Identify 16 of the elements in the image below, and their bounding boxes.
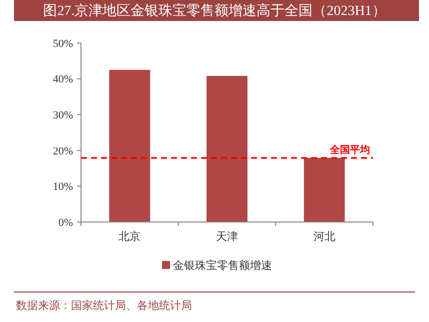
x-tick-label: 河北 bbox=[313, 230, 336, 243]
y-tick-label: 50% bbox=[52, 38, 73, 50]
source-note: 数据来源：国家统计局、各地统计局 bbox=[16, 299, 192, 312]
x-tick-label: 北京 bbox=[118, 230, 141, 243]
bar bbox=[109, 70, 150, 222]
y-tick-label: 30% bbox=[52, 109, 73, 122]
y-tick-label: 20% bbox=[52, 145, 73, 158]
legend-label: 金银珠宝零售额增速 bbox=[173, 259, 272, 272]
chart-title: 图27.京津地区金银珠宝零售额增速高于全国（2023H1） bbox=[43, 3, 386, 19]
bar bbox=[304, 158, 345, 222]
bar bbox=[206, 76, 248, 222]
y-tick-label: 10% bbox=[52, 181, 73, 194]
y-tick-label: 0% bbox=[58, 216, 73, 229]
ref-line-label: 全国平均 bbox=[329, 144, 370, 156]
y-tick-label: 40% bbox=[52, 74, 73, 86]
x-tick-label: 天津 bbox=[216, 230, 238, 243]
